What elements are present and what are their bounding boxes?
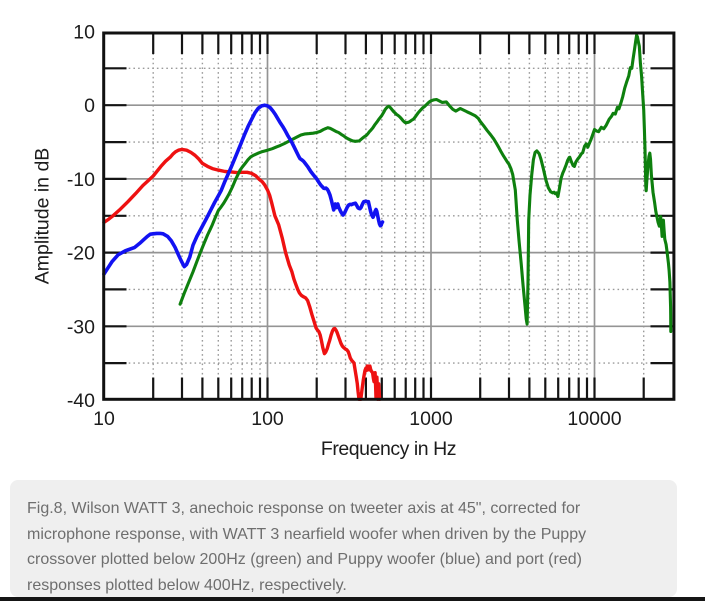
svg-text:Amplitude in dB: Amplitude in dB	[32, 148, 54, 285]
svg-text:-40: -40	[67, 390, 95, 412]
svg-text:0: 0	[84, 95, 95, 117]
svg-text:10: 10	[73, 22, 95, 44]
svg-text:1000: 1000	[409, 408, 453, 430]
svg-text:-30: -30	[67, 316, 95, 338]
svg-text:-10: -10	[67, 169, 95, 191]
svg-text:Frequency in Hz: Frequency in Hz	[321, 438, 456, 460]
svg-text:10000: 10000	[567, 408, 621, 430]
svg-text:10: 10	[93, 408, 115, 430]
svg-text:100: 100	[251, 408, 284, 430]
svg-text:-20: -20	[67, 243, 95, 265]
